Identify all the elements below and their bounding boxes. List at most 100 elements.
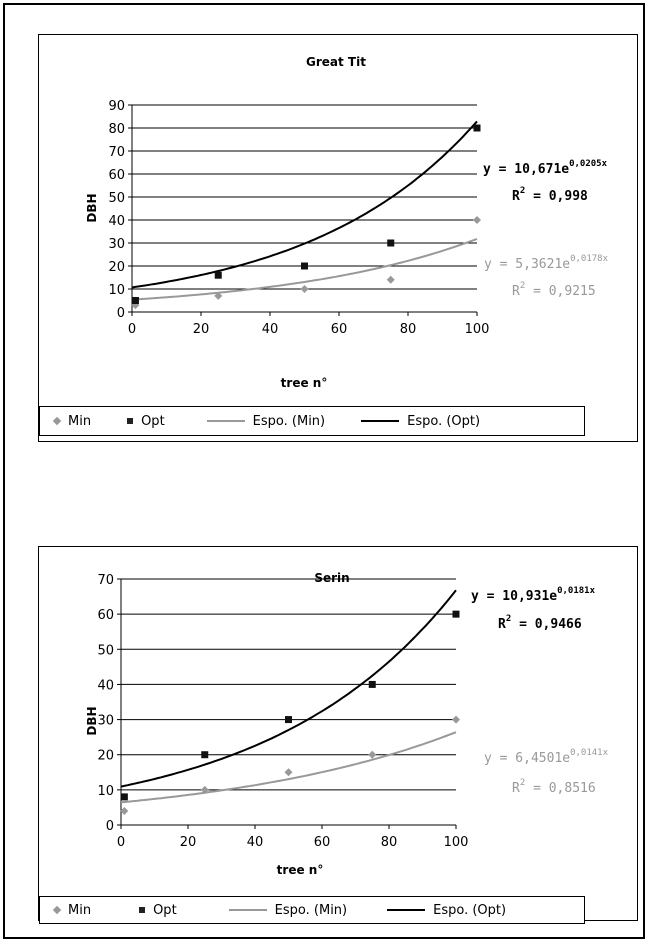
- point-min: [214, 291, 223, 300]
- point-min: [284, 768, 293, 777]
- trendlines: [131, 120, 478, 301]
- gridlines: [132, 104, 477, 290]
- x-tick-label: 40: [247, 835, 264, 850]
- x-tick-label: 40: [262, 322, 279, 337]
- x-tick-label: 20: [180, 835, 197, 850]
- x-tick-labels: 0 20 40 60 80 100: [128, 322, 490, 337]
- chart-title: Serin: [314, 571, 349, 585]
- diamond-marker-icon: [52, 905, 62, 915]
- x-tick-label: 100: [444, 835, 469, 850]
- x-tick-labels: 0 20 40 60 80 100: [117, 835, 469, 850]
- gridlines: [121, 578, 456, 791]
- trendline-opt: [120, 589, 457, 788]
- trendline-opt: [131, 120, 478, 289]
- y-tick-label: 20: [108, 260, 125, 275]
- trendline-min: [120, 731, 457, 804]
- y-tick-label: 40: [108, 214, 125, 229]
- x-axis-label: tree n°: [277, 863, 324, 877]
- point-opt: [452, 610, 460, 618]
- opt-fit-r2: R2 = 0,9466: [498, 614, 582, 632]
- legend-item-opt-fit: Espo. (Opt): [387, 903, 506, 918]
- opt-fit-r2: R2 = 0,998: [512, 186, 588, 204]
- legend-label: Min: [68, 902, 92, 918]
- min-fit-equation: y = 5,3621e0,0178x: [484, 254, 609, 272]
- y-tick-label: 40: [97, 678, 114, 693]
- point-min: [473, 216, 481, 224]
- y-axis-label: DBH: [85, 193, 99, 222]
- data-points: [131, 124, 481, 310]
- x-axis-label: tree n°: [281, 376, 328, 390]
- point-min: [386, 275, 395, 284]
- opt-fit-equation: y = 10,931e0,0181x: [471, 586, 596, 604]
- x-tick-label: 60: [331, 322, 348, 337]
- point-min: [300, 285, 309, 293]
- square-marker-icon: [127, 418, 134, 424]
- x-tick-label: 0: [117, 835, 125, 850]
- axes: [128, 104, 478, 316]
- x-tick-label: 20: [193, 322, 210, 337]
- min-fit-r2: R2 = 0,8516: [512, 778, 596, 796]
- legend-label: Espo. (Opt): [433, 902, 507, 918]
- y-tick-label: 50: [108, 191, 125, 206]
- chart-legend-great-tit: Min Opt Espo. (Min) Espo. (Opt): [39, 406, 585, 436]
- point-min: [120, 806, 129, 815]
- square-marker-icon: [139, 907, 146, 913]
- chart-title: Great Tit: [306, 55, 366, 69]
- legend-item-min-fit: Espo. (Min): [206, 413, 326, 429]
- opt-fit-equation: y = 10,671e0,0205x: [483, 159, 608, 177]
- legend-item-opt-fit: Espo. (Opt): [361, 414, 480, 429]
- point-opt: [214, 271, 222, 279]
- y-tick-label: 0: [117, 306, 125, 321]
- y-tick-labels: 0 10 20 30 40 50 60 70 80 90: [108, 99, 125, 321]
- legend-item-min-fit: Espo. (Min): [228, 902, 348, 918]
- point-min: [452, 715, 460, 724]
- x-tick-label: 80: [400, 322, 417, 337]
- y-tick-label: 30: [108, 237, 125, 252]
- legend-item-opt: Opt: [139, 903, 177, 918]
- point-opt: [131, 297, 139, 304]
- legend-label: Espo. (Min): [274, 902, 348, 918]
- trendlines: [120, 589, 457, 804]
- gray-line-icon: [206, 420, 245, 422]
- min-fit-equation: y = 6,4501e0,0141x: [484, 748, 609, 766]
- point-opt: [301, 262, 308, 270]
- y-tick-labels: 0 10 20 30 40 50 60 70: [97, 573, 114, 834]
- y-tick-label: 30: [97, 714, 114, 729]
- chart-panel-great-tit: [38, 34, 638, 442]
- point-opt: [387, 239, 395, 247]
- x-tick-label: 100: [465, 322, 490, 337]
- point-min: [200, 785, 209, 794]
- legend-item-opt: Opt: [127, 414, 165, 429]
- point-opt: [368, 680, 376, 688]
- min-fit-r2: R2 = 0,9215: [512, 281, 596, 299]
- x-tick-label: 80: [381, 835, 398, 850]
- y-tick-label: 50: [97, 643, 114, 658]
- point-min: [368, 750, 377, 759]
- legend-label: Espo. (Min): [252, 413, 326, 429]
- legend-label: Opt: [153, 902, 177, 918]
- data-points: [120, 610, 460, 815]
- y-tick-label: 60: [97, 608, 114, 623]
- x-tick-label: 60: [314, 835, 331, 850]
- legend-label: Espo. (Opt): [407, 413, 481, 429]
- y-tick-label: 70: [97, 573, 114, 588]
- point-opt: [285, 716, 292, 724]
- chart-legend-serin: Min Opt Espo. (Min) Espo. (Opt): [39, 896, 585, 924]
- y-axis-label: DBH: [85, 706, 99, 735]
- legend-item-min: Min: [52, 413, 92, 429]
- x-tick-label: 0: [128, 322, 136, 337]
- y-tick-label: 10: [108, 283, 125, 298]
- axes: [117, 578, 457, 829]
- y-tick-label: 20: [97, 749, 114, 764]
- y-tick-label: 80: [108, 122, 125, 137]
- point-opt: [473, 124, 481, 132]
- y-tick-label: 90: [108, 99, 125, 114]
- y-tick-label: 60: [108, 168, 125, 183]
- point-opt: [120, 793, 128, 801]
- black-line-icon: [361, 420, 400, 422]
- black-line-icon: [387, 909, 426, 911]
- legend-label: Min: [68, 413, 92, 429]
- diamond-marker-icon: [52, 416, 62, 426]
